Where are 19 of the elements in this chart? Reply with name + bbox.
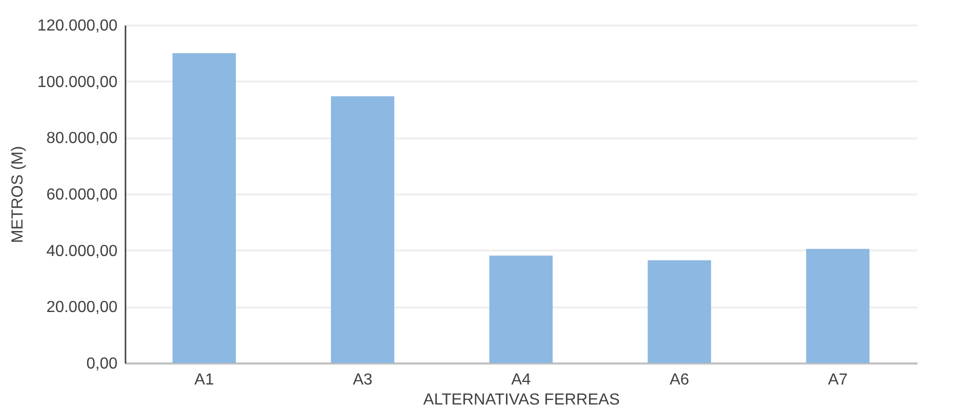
x-tick-label: A4 <box>511 372 531 388</box>
y-axis-title: METROS (M) <box>9 146 26 243</box>
x-tick-label: A6 <box>670 372 690 388</box>
y-tick-label: 60.000,00 <box>46 186 118 204</box>
bar <box>806 248 870 363</box>
x-tick-label: A7 <box>828 372 848 388</box>
bar <box>330 96 394 363</box>
bar <box>489 256 553 363</box>
y-tick-label: 80.000,00 <box>46 130 118 148</box>
bar <box>648 260 712 363</box>
x-tick-label: A3 <box>352 372 372 388</box>
x-tick-label: A1 <box>194 372 214 388</box>
x-axis-title: ALTERNATIVAS FERREAS <box>423 392 620 408</box>
y-tick-label: 0,00 <box>86 356 118 372</box>
y-tick-label: 100.000,00 <box>37 74 118 91</box>
y-tick-label: 20.000,00 <box>46 299 118 316</box>
y-tick-label: 120.000,00 <box>37 18 118 34</box>
bar <box>172 53 236 363</box>
y-tick-label: 40.000,00 <box>46 242 118 260</box>
